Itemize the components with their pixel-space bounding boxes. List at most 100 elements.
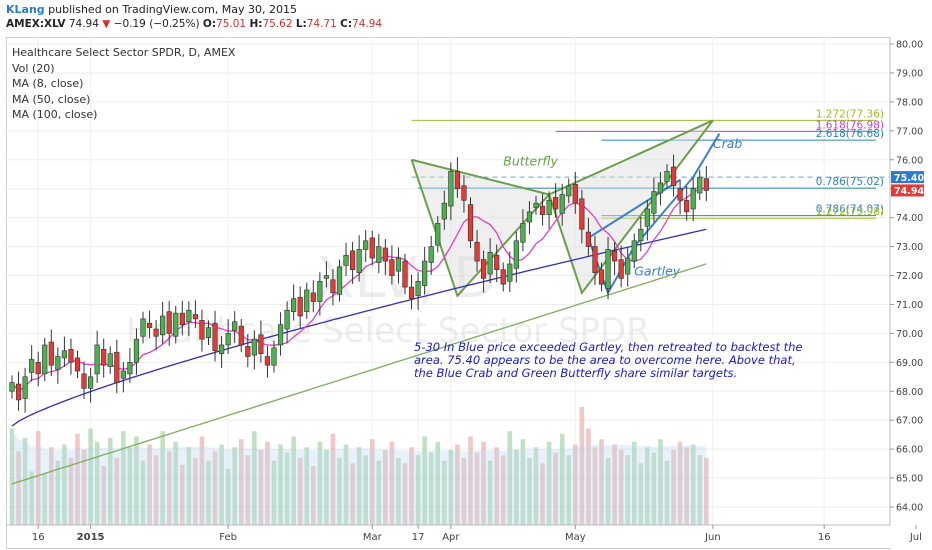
fib-level-label: 1.272(77.36) xyxy=(816,108,884,120)
candle-body xyxy=(205,327,212,339)
legend-ma8[interactable]: MA (8, close) xyxy=(12,77,84,90)
candle-body xyxy=(644,208,650,227)
volume-bar xyxy=(42,474,48,525)
candle-body xyxy=(120,370,126,379)
candle-body xyxy=(526,211,533,223)
candle-body xyxy=(9,382,15,392)
volume-bar xyxy=(35,431,41,525)
chart-legend: Healthcare Select Sector SPDR, D, AMEX V… xyxy=(12,45,235,123)
fib-level-label: 0.786(74.07) xyxy=(816,204,884,216)
candle-body xyxy=(304,289,310,312)
candle-body xyxy=(651,191,657,214)
fib-level-label: 0.786(75.02) xyxy=(816,176,884,188)
candle-body xyxy=(48,341,54,366)
volume-bar xyxy=(677,441,683,525)
volume-bar xyxy=(415,455,421,525)
candle-body xyxy=(127,362,133,375)
volume-bar xyxy=(651,452,657,525)
candle-body xyxy=(402,260,408,288)
volume-bar xyxy=(520,439,526,525)
candle-body xyxy=(435,223,441,246)
candle-body xyxy=(55,356,61,370)
candle-body xyxy=(395,257,402,272)
volume-bar xyxy=(592,447,598,525)
volume-bar xyxy=(134,436,139,525)
volume-bar xyxy=(127,447,133,525)
volume-bar xyxy=(356,447,362,525)
candle-body xyxy=(376,246,382,263)
author-link[interactable]: KLang xyxy=(6,3,45,16)
volume-bar xyxy=(540,463,545,525)
volume-bar xyxy=(291,436,296,525)
candle-body xyxy=(572,184,578,204)
fib-level-label: 1.618(76.98) xyxy=(816,119,884,131)
volume-bar xyxy=(9,428,15,525)
volume-bar xyxy=(383,449,388,525)
legend-title: Healthcare Select Sector SPDR, D, AMEX xyxy=(12,46,236,59)
price-tick-label: 79.00 xyxy=(896,68,923,79)
candle-body xyxy=(428,246,434,263)
volume-bar xyxy=(206,460,211,525)
time-tick-label: 2015 xyxy=(77,532,105,543)
candle-body xyxy=(408,286,415,299)
volume-bar xyxy=(140,460,146,525)
candle-body xyxy=(703,178,709,191)
time-tick-label: Jul xyxy=(909,532,922,543)
legend-volume[interactable]: Vol (20) xyxy=(12,61,55,75)
volume-bar xyxy=(225,468,231,525)
high-value: 75.62 xyxy=(262,18,293,30)
volume-bar xyxy=(500,455,506,525)
legend-ma50[interactable]: MA (50, close) xyxy=(12,92,91,106)
volume-bar xyxy=(75,433,80,525)
volume-bar xyxy=(238,439,244,525)
candle-body xyxy=(15,383,22,401)
candle-body xyxy=(297,296,303,317)
volume-bar xyxy=(468,436,473,525)
candle-body xyxy=(101,348,107,366)
volume-bar xyxy=(88,428,93,525)
candle-body xyxy=(251,338,257,356)
candle-body xyxy=(461,185,467,201)
candle-body xyxy=(664,171,670,182)
candle-body xyxy=(631,240,637,262)
time-tick-label: 16 xyxy=(818,532,831,543)
candle-body xyxy=(225,333,231,346)
volume-bar xyxy=(455,444,460,525)
volume-bar xyxy=(625,455,630,525)
candle-body xyxy=(173,312,179,337)
symbol-label[interactable]: AMEX:XLV xyxy=(6,18,66,30)
crab-label: Crab xyxy=(713,136,743,151)
candle-body xyxy=(277,324,284,346)
time-tick-label: Apr xyxy=(442,532,460,543)
volume-bar xyxy=(114,457,120,525)
candle-body xyxy=(684,199,690,213)
low-value: 74.71 xyxy=(306,18,337,30)
candle-body xyxy=(284,309,290,330)
candle-body xyxy=(415,280,421,297)
candle-body xyxy=(238,325,244,346)
close-value: 74.94 xyxy=(352,18,383,30)
fib-level-label: 1.272(73.98) xyxy=(816,206,884,218)
candle-body xyxy=(88,376,94,389)
candle-body xyxy=(487,252,493,275)
candle-body xyxy=(133,338,140,363)
candle-body xyxy=(310,292,316,302)
price-tick-label: 72.00 xyxy=(896,271,923,282)
published-text: published on TradingView.com, May 30, 20… xyxy=(48,3,298,16)
legend-ma100[interactable]: MA (100, close) xyxy=(12,108,98,121)
price-tag xyxy=(891,184,924,197)
candle-body xyxy=(546,199,552,216)
volume-bar xyxy=(514,449,519,525)
ma50-line xyxy=(11,228,707,427)
candle-body xyxy=(670,166,677,187)
candle-body xyxy=(579,198,585,230)
volume-bar xyxy=(265,441,270,525)
candle-body xyxy=(448,171,454,207)
volume-bar xyxy=(507,431,513,525)
volume-bar xyxy=(435,441,441,525)
candle-body xyxy=(467,204,474,242)
volume-bar xyxy=(153,455,159,525)
volume-bar xyxy=(566,455,572,525)
low-label: L: xyxy=(295,18,307,30)
